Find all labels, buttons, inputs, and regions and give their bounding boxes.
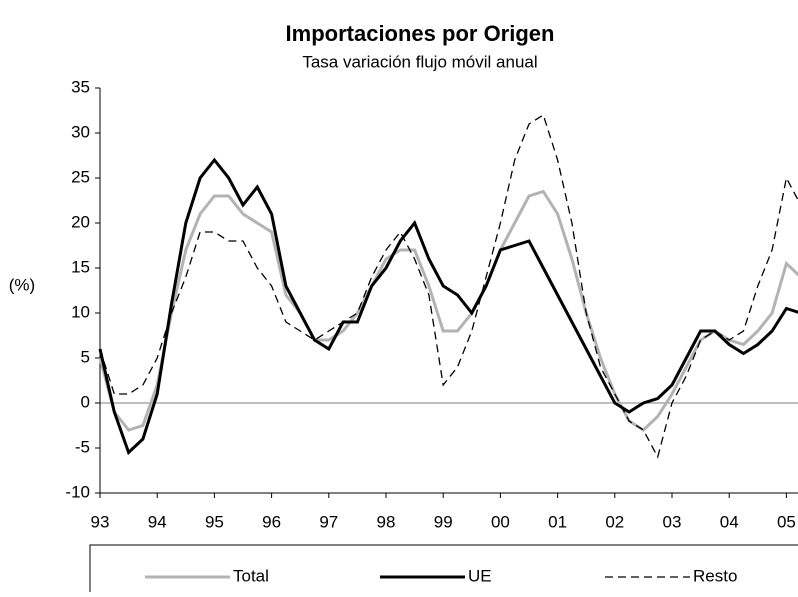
y-tick-label: 35 bbox=[71, 77, 90, 96]
y-tick-label: 5 bbox=[81, 347, 90, 366]
x-tick-label: 01 bbox=[548, 512, 567, 531]
x-tick-label: 98 bbox=[377, 512, 396, 531]
chart-subtitle: Tasa variación flujo móvil anual bbox=[302, 52, 537, 71]
y-tick-label: 10 bbox=[71, 302, 90, 321]
y-tick-label: -5 bbox=[75, 437, 90, 456]
x-tick-label: 96 bbox=[262, 512, 281, 531]
x-tick-label: 03 bbox=[663, 512, 682, 531]
legend-box bbox=[89, 544, 798, 597]
x-tick-label: 04 bbox=[720, 512, 739, 531]
x-tick-label: 00 bbox=[491, 512, 510, 531]
y-tick-label: 0 bbox=[81, 392, 90, 411]
legend-label: Total bbox=[233, 566, 269, 585]
x-tick-label: 97 bbox=[319, 512, 338, 531]
series-line bbox=[98, 189, 798, 432]
y-tick-label: 30 bbox=[71, 122, 90, 141]
x-tick-label: 99 bbox=[434, 512, 453, 531]
x-tick-label: 02 bbox=[605, 512, 624, 531]
legend-label: UE bbox=[468, 566, 492, 585]
x-tick-label: 95 bbox=[205, 512, 224, 531]
y-tick-label: -10 bbox=[65, 482, 90, 501]
x-tick-label: 05 bbox=[777, 512, 796, 531]
chart-title: Importaciones por Origen bbox=[286, 21, 555, 46]
x-tick-label: 94 bbox=[148, 512, 167, 531]
y-tick-label: 15 bbox=[71, 257, 90, 276]
y-axis-label: (%) bbox=[9, 275, 35, 294]
series-line bbox=[99, 114, 798, 459]
series-line bbox=[98, 157, 798, 456]
y-tick-label: 20 bbox=[71, 212, 90, 231]
y-tick-label: 25 bbox=[71, 167, 90, 186]
legend-label: Resto bbox=[693, 566, 737, 585]
x-tick-label: 93 bbox=[91, 512, 110, 531]
